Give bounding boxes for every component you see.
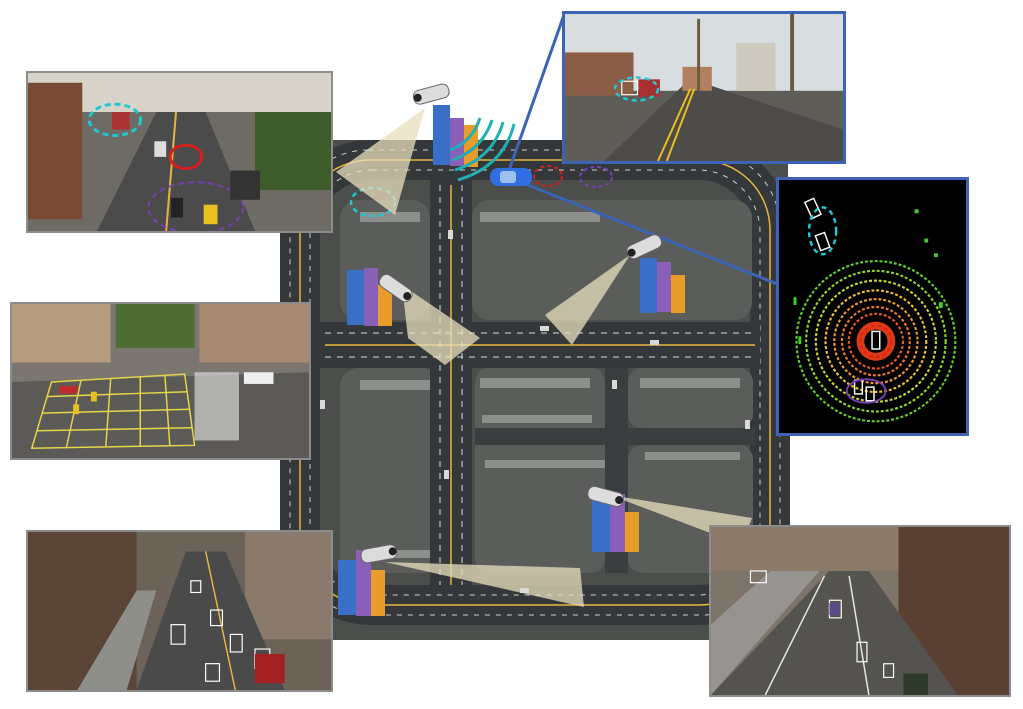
- signal-arcs: [449, 117, 516, 182]
- lidar-point-cloud-view: [776, 177, 969, 436]
- link-line-lidar: [509, 176, 781, 287]
- fov-middle-right: [545, 255, 630, 345]
- fov-top-left: [336, 108, 425, 215]
- cyan-marker: [613, 76, 660, 102]
- cyan-marker: [87, 102, 142, 137]
- cyan-marker: [807, 206, 838, 256]
- red-marker-map: [533, 165, 563, 187]
- purple-marker-map: [579, 166, 613, 188]
- street-view-bottom-right: [709, 525, 1011, 697]
- map-vehicles: [320, 230, 750, 593]
- red-marker: [859, 324, 893, 358]
- camera-icon: [360, 83, 663, 564]
- ego-vehicle: [490, 168, 532, 186]
- purple-marker: [147, 181, 245, 231]
- ego-front-camera-view: [562, 11, 846, 164]
- link-line-front-camera: [505, 11, 567, 177]
- red-marker: [168, 143, 204, 171]
- fov-middle-left: [402, 285, 480, 365]
- fov-bottom-left: [385, 562, 584, 607]
- purple-marker: [845, 378, 887, 404]
- intersection-view-middle-left: [10, 302, 311, 460]
- street-view-top-left: [26, 71, 333, 233]
- street-view-bottom-left: [26, 530, 333, 692]
- grid-overlay: [30, 373, 196, 450]
- building-cluster: [338, 105, 685, 616]
